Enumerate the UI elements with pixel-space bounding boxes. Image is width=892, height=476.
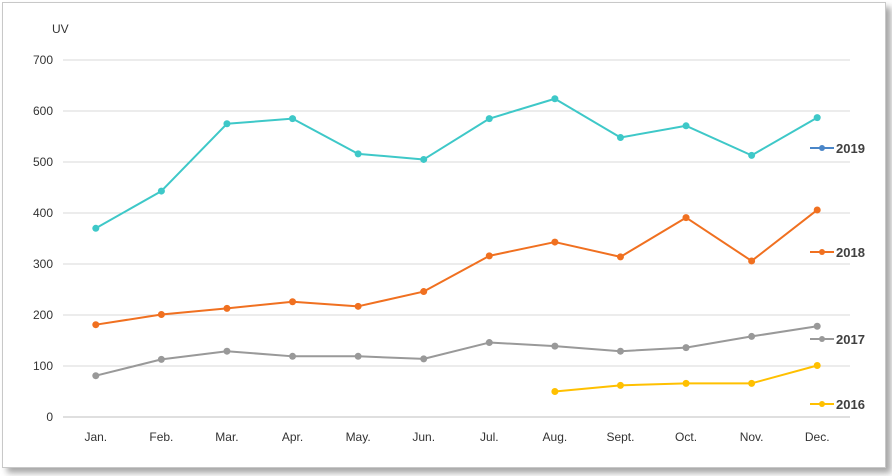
legend-label: 2019 (836, 141, 865, 156)
data-point (92, 321, 100, 329)
x-tick-label: Dec. (805, 430, 830, 444)
data-point (354, 150, 362, 158)
data-point (616, 253, 624, 261)
data-point (157, 310, 165, 318)
data-point (223, 304, 231, 312)
data-point (289, 115, 297, 123)
x-tick-label: Nov. (740, 430, 764, 444)
series-2016 (551, 361, 821, 395)
data-point (420, 355, 428, 363)
legend-marker (819, 336, 825, 342)
x-tick-label: Aug. (543, 430, 568, 444)
gridlines (63, 59, 850, 418)
data-point (223, 120, 231, 128)
data-point (551, 238, 559, 246)
data-point (748, 379, 756, 387)
data-point (354, 352, 362, 360)
data-point (92, 224, 100, 232)
data-point (157, 187, 165, 195)
x-axis: Jan. Feb. Mar. Apr. May. Jun. Jul. Aug. Sept. Oct… (84, 430, 829, 444)
y-tick-label: 300 (33, 257, 53, 271)
data-point (289, 352, 297, 360)
y-tick-label: 600 (33, 104, 53, 118)
y-tick-label: 500 (33, 155, 53, 169)
data-point (682, 344, 690, 352)
legend-item-2017: 2017 (810, 332, 865, 347)
data-point (420, 288, 428, 296)
legend-marker (819, 249, 825, 255)
data-point (813, 361, 821, 369)
x-tick-label: Oct. (675, 430, 697, 444)
x-tick-label: May. (346, 430, 371, 444)
data-point (682, 214, 690, 222)
data-point (289, 298, 297, 306)
data-point (616, 347, 624, 355)
x-tick-label: Jul. (480, 430, 499, 444)
x-tick-label: Jan. (84, 430, 107, 444)
series-line (95, 325, 818, 377)
data-point (748, 332, 756, 340)
y-tick-label: 700 (33, 53, 53, 67)
x-tick-label: Jun. (412, 430, 435, 444)
y-axis-label: UV (52, 22, 69, 36)
data-point (748, 257, 756, 265)
data-point (813, 322, 821, 330)
series-line (95, 97, 818, 230)
data-point (682, 379, 690, 387)
x-tick-label: Apr. (282, 430, 303, 444)
data-point (551, 95, 559, 103)
data-point (616, 134, 624, 142)
data-point (92, 372, 100, 380)
x-tick-label: Feb. (149, 430, 173, 444)
series-line (554, 364, 818, 393)
data-point (616, 381, 624, 389)
legend-label: 2018 (836, 245, 865, 260)
legend-item-2019: 2019 (810, 141, 865, 156)
chart-frame (2, 2, 886, 468)
data-point (551, 388, 559, 395)
series-2019 (92, 95, 821, 232)
data-point (354, 302, 362, 310)
series-layer (92, 95, 821, 395)
data-point (748, 151, 756, 159)
legend-item-2016: 2016 (810, 397, 865, 412)
y-tick-label: 400 (33, 206, 53, 220)
data-point (551, 342, 559, 350)
y-tick-label: 100 (33, 359, 53, 373)
y-tick-label: 200 (33, 308, 53, 322)
legend-label: 2016 (836, 397, 865, 412)
legend-marker (819, 145, 825, 151)
series-line (95, 209, 818, 326)
data-point (485, 252, 493, 260)
series-2017 (92, 322, 821, 380)
legend-item-2018: 2018 (810, 245, 865, 260)
data-point (813, 206, 821, 214)
data-point (813, 114, 821, 122)
legend-marker (819, 401, 825, 407)
y-tick-label: 0 (46, 410, 53, 424)
legend-label: 2017 (836, 332, 865, 347)
x-tick-label: Mar. (215, 430, 238, 444)
x-tick-label: Sept. (606, 430, 634, 444)
data-point (485, 115, 493, 123)
data-point (682, 122, 690, 130)
series-2018 (92, 206, 821, 329)
data-point (223, 347, 231, 355)
legend: 2019 2018 2017 2016 (810, 141, 865, 412)
y-axis: 0 100 200 300 400 500 600 700 (33, 53, 53, 424)
data-point (420, 155, 428, 163)
data-point (485, 339, 493, 347)
data-point (157, 355, 165, 363)
